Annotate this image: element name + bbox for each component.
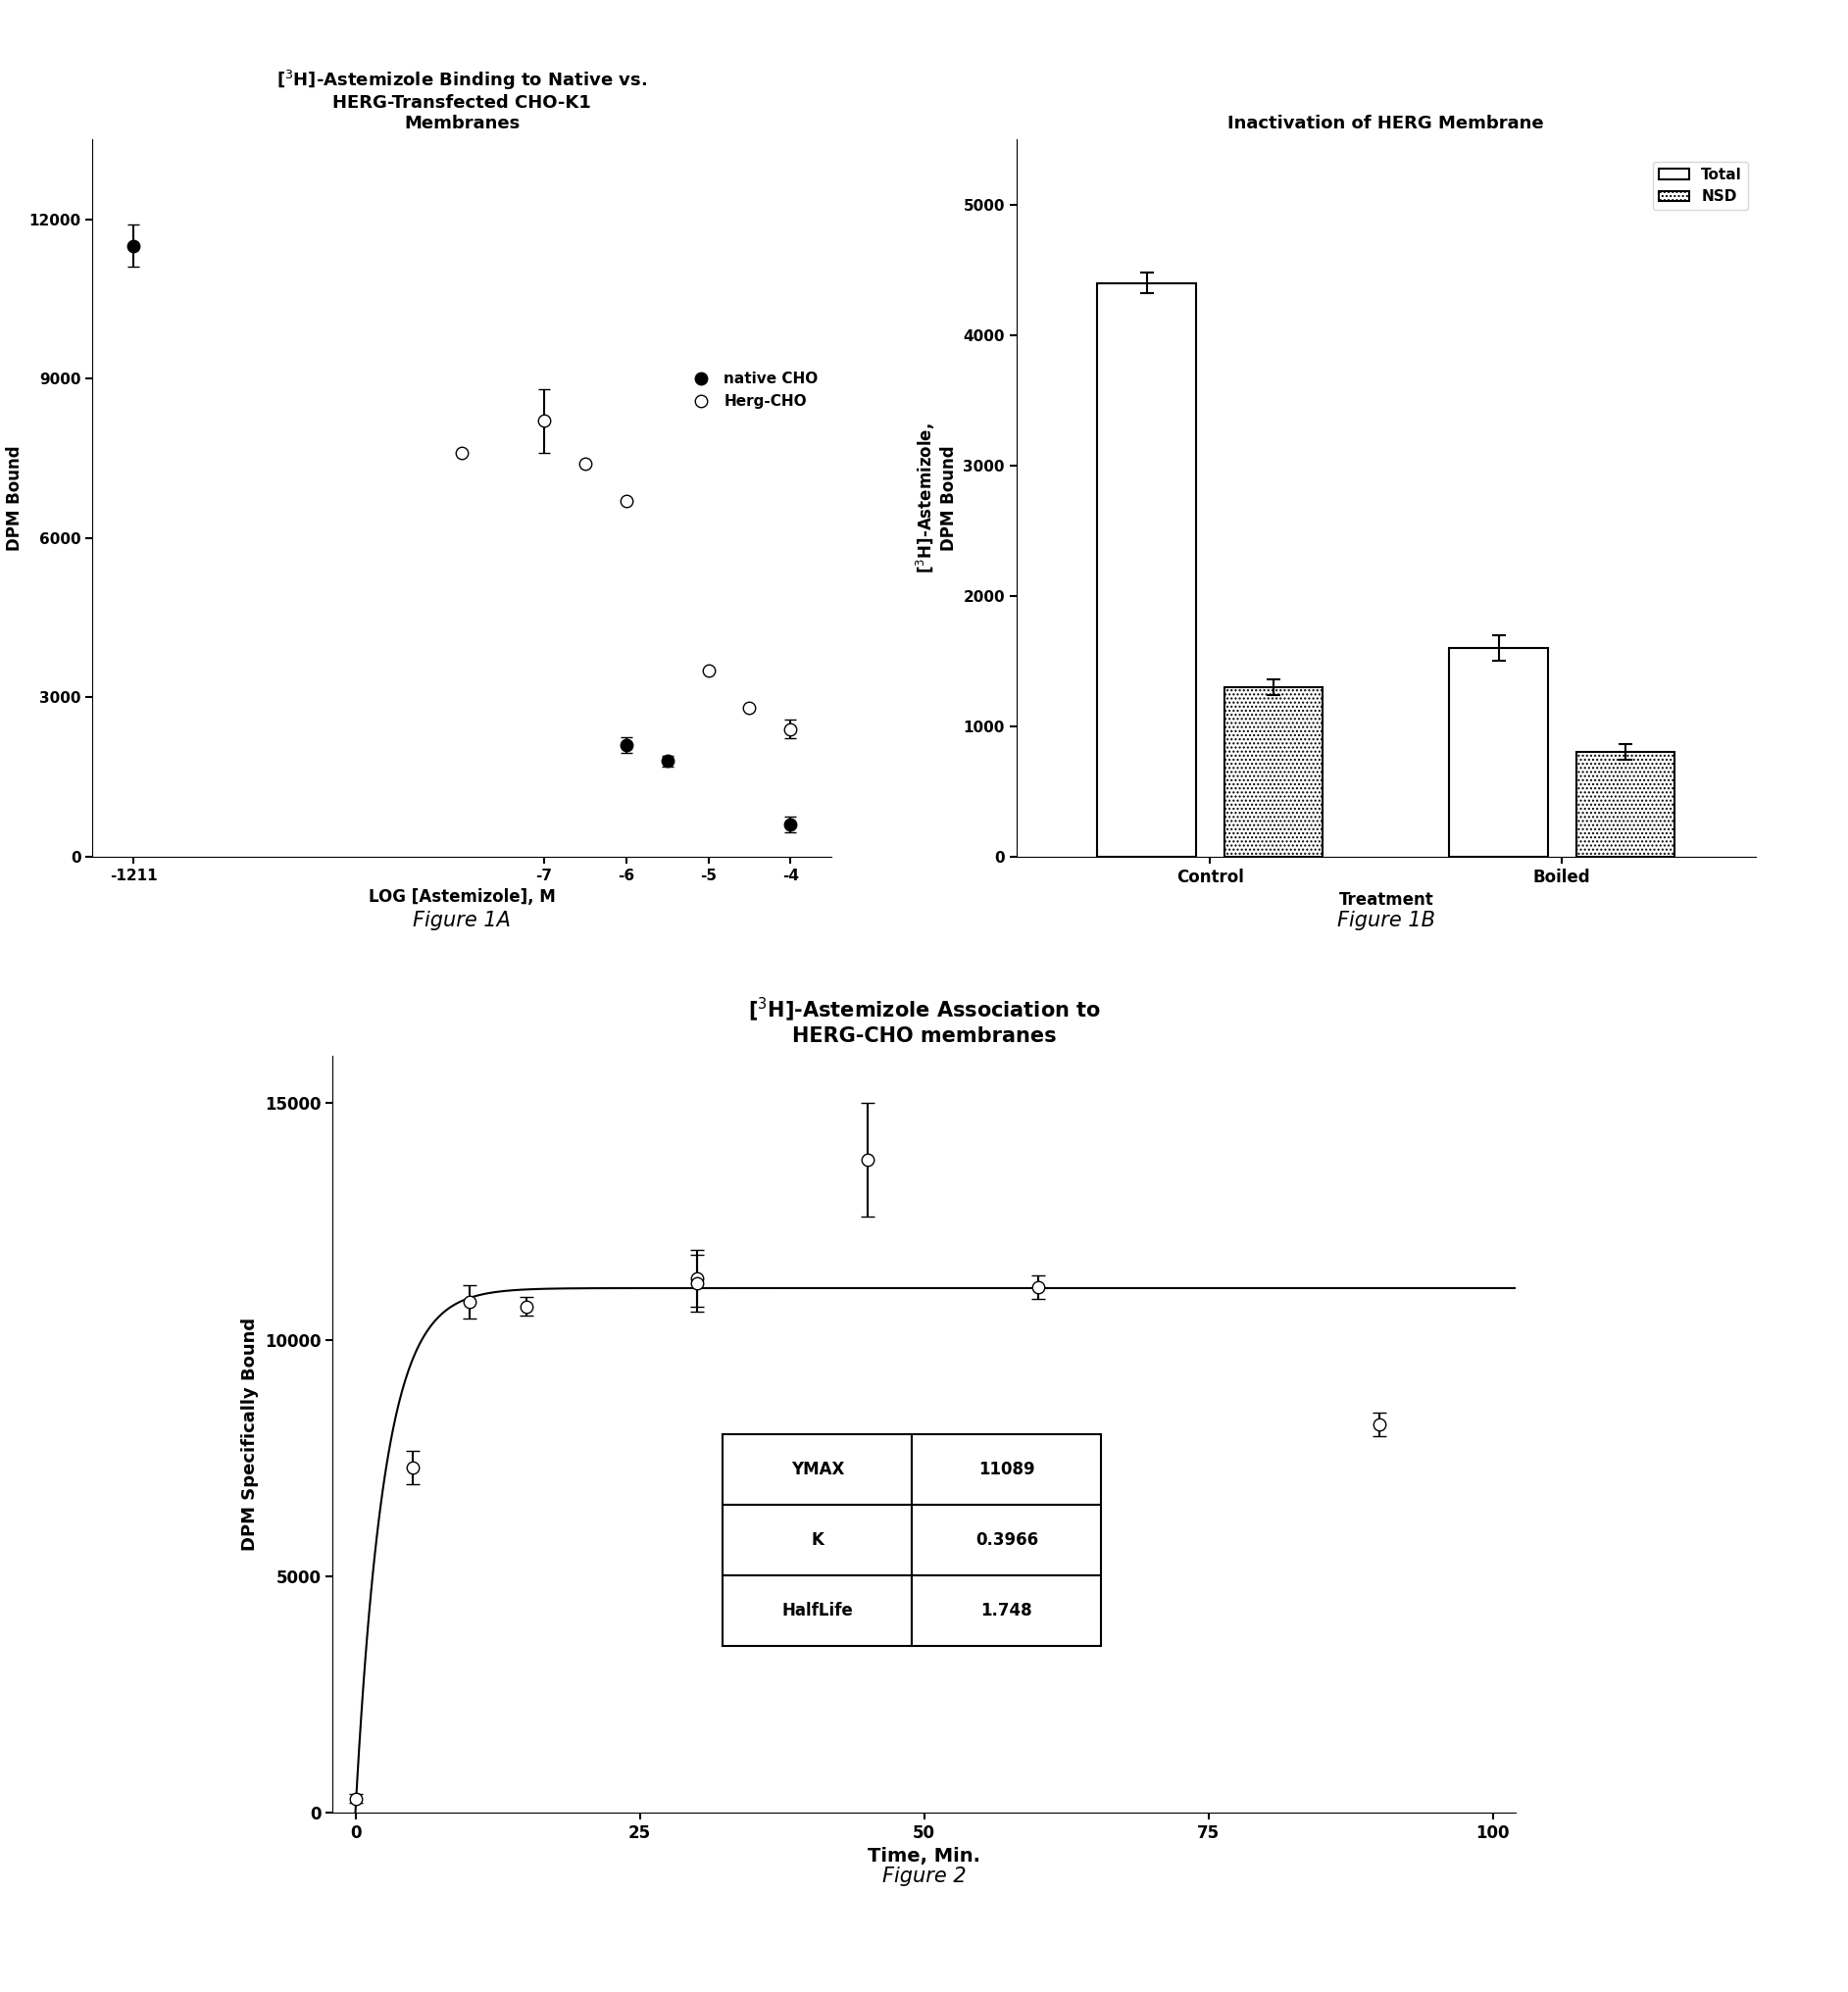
Title: Inactivation of HERG Membrane: Inactivation of HERG Membrane [1227, 116, 1545, 133]
Bar [1576, 753, 1674, 857]
Y-axis label: [$^3$H]-Astemizole,
DPM Bound: [$^3$H]-Astemizole, DPM Bound [915, 422, 957, 574]
Y-axis label: DPM Specifically Bound: DPM Specifically Bound [242, 1317, 259, 1552]
Bar [1449, 647, 1549, 857]
Text: Figure 2: Figure 2 [881, 1867, 967, 1886]
Title: [$^3$H]-Astemizole Association to
HERG-CHO membranes: [$^3$H]-Astemizole Association to HERG-C… [748, 996, 1100, 1046]
Title: [$^3$H]-Astemizole Binding to Native vs.
HERG-Transfected CHO-K1
Membranes: [$^3$H]-Astemizole Binding to Native vs.… [277, 68, 647, 133]
Y-axis label: DPM Bound: DPM Bound [6, 446, 24, 550]
X-axis label: Time, Min.: Time, Min. [867, 1847, 981, 1867]
Bar [1223, 687, 1323, 857]
Legend: native CHO, Herg-CHO: native CHO, Herg-CHO [680, 367, 824, 414]
X-axis label: LOG [Astemizole], M: LOG [Astemizole], M [368, 888, 556, 906]
X-axis label: Treatment: Treatment [1338, 890, 1434, 908]
Text: Figure 1A: Figure 1A [414, 910, 510, 930]
Legend: Total, NSD: Total, NSD [1654, 161, 1748, 209]
Text: Figure 1B: Figure 1B [1336, 910, 1436, 930]
Bar [1098, 283, 1196, 857]
